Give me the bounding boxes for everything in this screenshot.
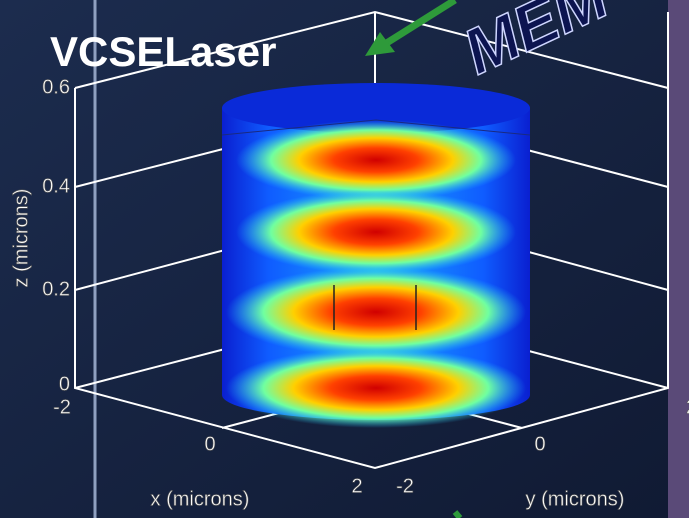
z-axis-label: z (microns) (10, 189, 32, 288)
cylinder-field (221, 83, 531, 428)
side-strip (668, 0, 689, 518)
tick-labels: 0.60.40.20-202-202 (42, 76, 689, 498)
x-axis-label: x (microns) (151, 488, 250, 510)
tick-label: 0.2 (42, 278, 70, 300)
tick-label: -2 (396, 475, 414, 497)
tick-label: 0 (534, 433, 545, 455)
tick-label: 0.6 (42, 76, 70, 98)
green-arrow (365, 0, 463, 518)
tick-label: 0 (59, 373, 70, 395)
y-axis-label: y (microns) (526, 488, 625, 510)
tick-label: 2 (351, 475, 362, 497)
tick-label: 0.4 (42, 175, 70, 197)
tick-label: 0 (204, 433, 215, 455)
tick-label: 2 (686, 396, 689, 418)
title: VCSELaser (50, 28, 276, 75)
tick-label: -2 (53, 396, 71, 418)
